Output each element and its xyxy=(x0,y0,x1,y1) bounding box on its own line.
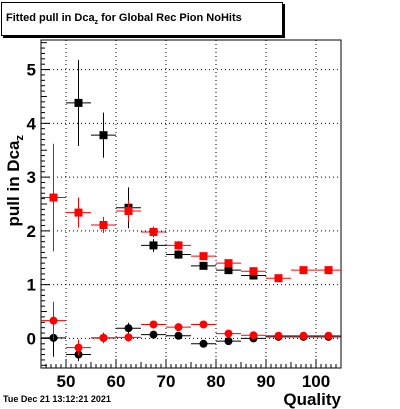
data-point-square xyxy=(249,267,258,276)
data-point-square xyxy=(149,241,158,250)
data-point-square xyxy=(224,266,233,275)
data-point-square xyxy=(199,261,208,270)
chart-title-suffix: for Global Rec Pion NoHits xyxy=(98,12,242,24)
y-axis-label-subscript: z xyxy=(14,135,26,141)
data-point-circle xyxy=(99,333,108,342)
data-point-circle xyxy=(249,331,258,340)
data-point-square xyxy=(249,271,258,280)
x-axis-label: Quality xyxy=(283,390,341,409)
data-point-circle xyxy=(199,339,208,348)
chart-title-box: Fitted pull in Dcaz for Global Rec Pion … xyxy=(1,2,283,36)
x-tick-label: 100 xyxy=(302,372,330,391)
data-point-circle xyxy=(149,330,158,339)
data-point-square xyxy=(174,250,183,259)
chart-title: Fitted pull in Dcaz for Global Rec Pion … xyxy=(6,12,242,26)
data-point-square xyxy=(149,227,158,236)
data-point-square xyxy=(99,131,108,140)
data-point-circle xyxy=(224,337,233,346)
data-point-circle xyxy=(49,316,58,325)
y-tick-label: 4 xyxy=(27,114,37,133)
x-tick-label: 80 xyxy=(207,372,226,391)
y-tick-label: 2 xyxy=(27,222,36,241)
data-point-square xyxy=(99,220,108,229)
x-tick-label: 50 xyxy=(57,372,76,391)
data-point-circle xyxy=(124,324,133,333)
plot-frame xyxy=(40,39,342,369)
chart-title-subscript: z xyxy=(94,19,99,27)
data-point-circle xyxy=(124,333,133,342)
data-point-square xyxy=(74,208,83,217)
chart-title-main: Fitted pull in Dca xyxy=(6,12,95,24)
data-point-circle xyxy=(224,329,233,338)
data-point-square xyxy=(299,266,308,275)
data-point-square xyxy=(74,98,83,107)
data-point-circle xyxy=(199,320,208,329)
timestamp: Tue Dec 21 13:12:21 2021 xyxy=(3,394,111,404)
data-point-circle xyxy=(174,323,183,332)
data-point-square xyxy=(124,206,133,215)
y-axis-label: pull in Dcaz xyxy=(4,135,26,227)
x-tick-label: 90 xyxy=(257,372,276,391)
x-tick-label: 70 xyxy=(157,372,176,391)
data-point-square xyxy=(199,252,208,261)
data-point-circle xyxy=(299,331,308,340)
data-point-square xyxy=(174,241,183,250)
data-point-square xyxy=(324,266,333,275)
data-point-square xyxy=(274,274,283,283)
y-tick-label: 1 xyxy=(27,276,36,295)
data-point-circle xyxy=(149,320,158,329)
data-point-square xyxy=(49,193,58,202)
y-tick-label: 5 xyxy=(27,61,36,80)
data-point-square xyxy=(224,259,233,268)
data-point-circle xyxy=(74,343,83,352)
y-tick-label: 0 xyxy=(27,329,36,348)
x-tick-label: 60 xyxy=(107,372,126,391)
data-point-circle xyxy=(274,331,283,340)
y-tick-label: 3 xyxy=(27,168,36,187)
data-point-circle xyxy=(324,331,333,340)
data-point-circle xyxy=(174,331,183,340)
